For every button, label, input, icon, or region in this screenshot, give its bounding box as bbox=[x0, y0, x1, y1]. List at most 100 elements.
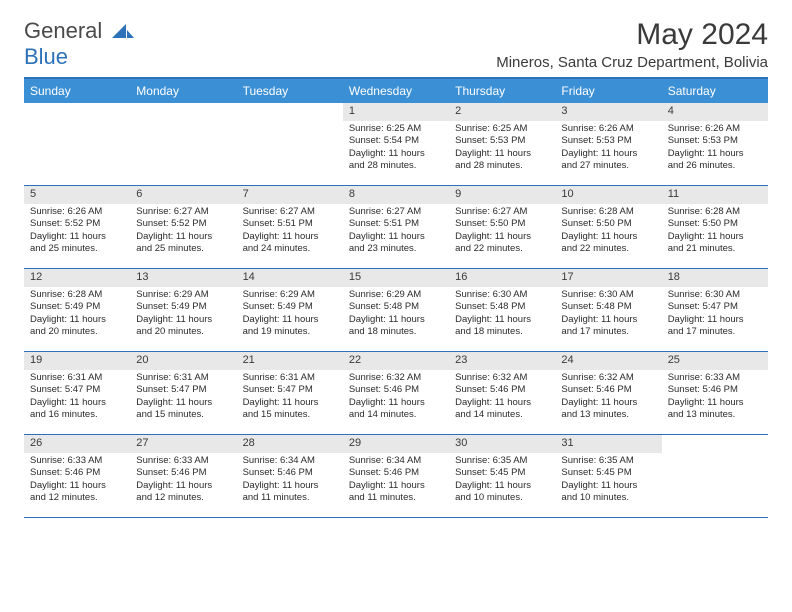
day-detail: Sunrise: 6:29 AMSunset: 5:48 PMDaylight:… bbox=[343, 289, 449, 338]
location-text: Mineros, Santa Cruz Department, Bolivia bbox=[496, 54, 768, 71]
daylight-text: Daylight: 11 hours bbox=[349, 397, 443, 409]
sunset-text: Sunset: 5:46 PM bbox=[349, 467, 443, 479]
daylight-text: Daylight: 11 hours bbox=[349, 314, 443, 326]
day-number: 7 bbox=[237, 186, 343, 204]
daylight-text: and 14 minutes. bbox=[349, 409, 443, 421]
day-number: 23 bbox=[449, 352, 555, 370]
calendar-day-cell: 16Sunrise: 6:30 AMSunset: 5:48 PMDayligh… bbox=[449, 269, 555, 351]
daylight-text: Daylight: 11 hours bbox=[136, 397, 230, 409]
sunset-text: Sunset: 5:47 PM bbox=[243, 384, 337, 396]
sunrise-text: Sunrise: 6:29 AM bbox=[349, 289, 443, 301]
calendar-page: General Blue May 2024 Mineros, Santa Cru… bbox=[0, 0, 792, 528]
sunset-text: Sunset: 5:53 PM bbox=[455, 135, 549, 147]
calendar-day-cell: 10Sunrise: 6:28 AMSunset: 5:50 PMDayligh… bbox=[555, 186, 661, 268]
day-detail: Sunrise: 6:31 AMSunset: 5:47 PMDaylight:… bbox=[24, 372, 130, 421]
daylight-text: and 10 minutes. bbox=[561, 492, 655, 504]
calendar-day-cell: 2 Sunrise: 6:25 AMSunset: 5:53 PMDaylight… bbox=[449, 103, 555, 185]
day-number: 9 bbox=[449, 186, 555, 204]
sunrise-text: Sunrise: 6:33 AM bbox=[136, 455, 230, 467]
sunset-text: Sunset: 5:46 PM bbox=[30, 467, 124, 479]
day-number: 29 bbox=[343, 435, 449, 453]
daylight-text: and 20 minutes. bbox=[30, 326, 124, 338]
day-number: 24 bbox=[555, 352, 661, 370]
day-number: 28 bbox=[237, 435, 343, 453]
calendar-day-cell bbox=[662, 435, 768, 517]
sunset-text: Sunset: 5:47 PM bbox=[136, 384, 230, 396]
day-detail: Sunrise: 6:31 AMSunset: 5:47 PMDaylight:… bbox=[130, 372, 236, 421]
daylight-text: Daylight: 11 hours bbox=[30, 397, 124, 409]
calendar-day-cell: 4Sunrise: 6:26 AMSunset: 5:53 PMDaylight… bbox=[662, 103, 768, 185]
calendar-day-cell: 12Sunrise: 6:28 AMSunset: 5:49 PMDayligh… bbox=[24, 269, 130, 351]
calendar-week-row: 26Sunrise: 6:33 AMSunset: 5:46 PMDayligh… bbox=[24, 435, 768, 518]
sunset-text: Sunset: 5:52 PM bbox=[30, 218, 124, 230]
day-detail: Sunrise: 6:32 AMSunset: 5:46 PMDaylight:… bbox=[343, 372, 449, 421]
day-detail: Sunrise: 6:30 AMSunset: 5:48 PMDaylight:… bbox=[449, 289, 555, 338]
day-detail: Sunrise: 6:27 AMSunset: 5:51 PMDaylight:… bbox=[237, 206, 343, 255]
daylight-text: Daylight: 11 hours bbox=[136, 314, 230, 326]
daylight-text: Daylight: 11 hours bbox=[561, 397, 655, 409]
month-title: May 2024 bbox=[496, 18, 768, 52]
daylight-text: Daylight: 11 hours bbox=[30, 480, 124, 492]
day-detail: Sunrise: 6:26 AMSunset: 5:52 PMDaylight:… bbox=[24, 206, 130, 255]
daylight-text: and 22 minutes. bbox=[455, 243, 549, 255]
day-number bbox=[24, 103, 130, 121]
daylight-text: Daylight: 11 hours bbox=[668, 231, 762, 243]
calendar-day-cell bbox=[130, 103, 236, 185]
day-detail: Sunrise: 6:25 AMSunset: 5:53 PMDaylight:… bbox=[449, 123, 555, 172]
calendar-day-cell: 6Sunrise: 6:27 AMSunset: 5:52 PMDaylight… bbox=[130, 186, 236, 268]
sunset-text: Sunset: 5:51 PM bbox=[349, 218, 443, 230]
sunset-text: Sunset: 5:47 PM bbox=[30, 384, 124, 396]
sunset-text: Sunset: 5:46 PM bbox=[349, 384, 443, 396]
day-number: 8 bbox=[343, 186, 449, 204]
sunset-text: Sunset: 5:51 PM bbox=[243, 218, 337, 230]
calendar-week-row: 5 Sunrise: 6:26 AMSunset: 5:52 PMDaylight… bbox=[24, 186, 768, 269]
logo-word1: General bbox=[24, 18, 102, 43]
day-number bbox=[662, 435, 768, 453]
calendar-day-cell: 5 Sunrise: 6:26 AMSunset: 5:52 PMDaylight… bbox=[24, 186, 130, 268]
daylight-text: and 11 minutes. bbox=[349, 492, 443, 504]
calendar-day-cell: 27Sunrise: 6:33 AMSunset: 5:46 PMDayligh… bbox=[130, 435, 236, 517]
day-number: 26 bbox=[24, 435, 130, 453]
daylight-text: Daylight: 11 hours bbox=[243, 231, 337, 243]
weekday-header: Wednesday bbox=[343, 79, 449, 103]
calendar-day-cell bbox=[237, 103, 343, 185]
day-number: 25 bbox=[662, 352, 768, 370]
daylight-text: and 18 minutes. bbox=[455, 326, 549, 338]
sunset-text: Sunset: 5:49 PM bbox=[30, 301, 124, 313]
daylight-text: and 15 minutes. bbox=[136, 409, 230, 421]
daylight-text: and 23 minutes. bbox=[349, 243, 443, 255]
day-number: 19 bbox=[24, 352, 130, 370]
sunrise-text: Sunrise: 6:27 AM bbox=[455, 206, 549, 218]
day-detail: Sunrise: 6:33 AMSunset: 5:46 PMDaylight:… bbox=[24, 455, 130, 504]
sunrise-text: Sunrise: 6:33 AM bbox=[668, 372, 762, 384]
day-number: 27 bbox=[130, 435, 236, 453]
weekday-header: Monday bbox=[130, 79, 236, 103]
day-number: 20 bbox=[130, 352, 236, 370]
daylight-text: and 25 minutes. bbox=[136, 243, 230, 255]
calendar-day-cell: 25Sunrise: 6:33 AMSunset: 5:46 PMDayligh… bbox=[662, 352, 768, 434]
calendar-day-cell: 14Sunrise: 6:29 AMSunset: 5:49 PMDayligh… bbox=[237, 269, 343, 351]
calendar-day-cell: 8Sunrise: 6:27 AMSunset: 5:51 PMDaylight… bbox=[343, 186, 449, 268]
day-number: 2 bbox=[449, 103, 555, 121]
day-number: 31 bbox=[555, 435, 661, 453]
sunrise-text: Sunrise: 6:27 AM bbox=[136, 206, 230, 218]
daylight-text: and 11 minutes. bbox=[243, 492, 337, 504]
day-detail: Sunrise: 6:28 AMSunset: 5:50 PMDaylight:… bbox=[555, 206, 661, 255]
day-number: 5 bbox=[24, 186, 130, 204]
day-detail: Sunrise: 6:29 AMSunset: 5:49 PMDaylight:… bbox=[130, 289, 236, 338]
calendar-day-cell: 13Sunrise: 6:29 AMSunset: 5:49 PMDayligh… bbox=[130, 269, 236, 351]
daylight-text: and 22 minutes. bbox=[561, 243, 655, 255]
calendar-day-cell: 18Sunrise: 6:30 AMSunset: 5:47 PMDayligh… bbox=[662, 269, 768, 351]
daylight-text: and 10 minutes. bbox=[455, 492, 549, 504]
sunset-text: Sunset: 5:46 PM bbox=[455, 384, 549, 396]
sunset-text: Sunset: 5:50 PM bbox=[561, 218, 655, 230]
daylight-text: and 13 minutes. bbox=[561, 409, 655, 421]
calendar-day-cell: 28Sunrise: 6:34 AMSunset: 5:46 PMDayligh… bbox=[237, 435, 343, 517]
sunset-text: Sunset: 5:45 PM bbox=[455, 467, 549, 479]
sunrise-text: Sunrise: 6:30 AM bbox=[455, 289, 549, 301]
sunset-text: Sunset: 5:52 PM bbox=[136, 218, 230, 230]
daylight-text: Daylight: 11 hours bbox=[349, 148, 443, 160]
daylight-text: and 21 minutes. bbox=[668, 243, 762, 255]
day-number bbox=[130, 103, 236, 121]
day-detail: Sunrise: 6:26 AMSunset: 5:53 PMDaylight:… bbox=[555, 123, 661, 172]
